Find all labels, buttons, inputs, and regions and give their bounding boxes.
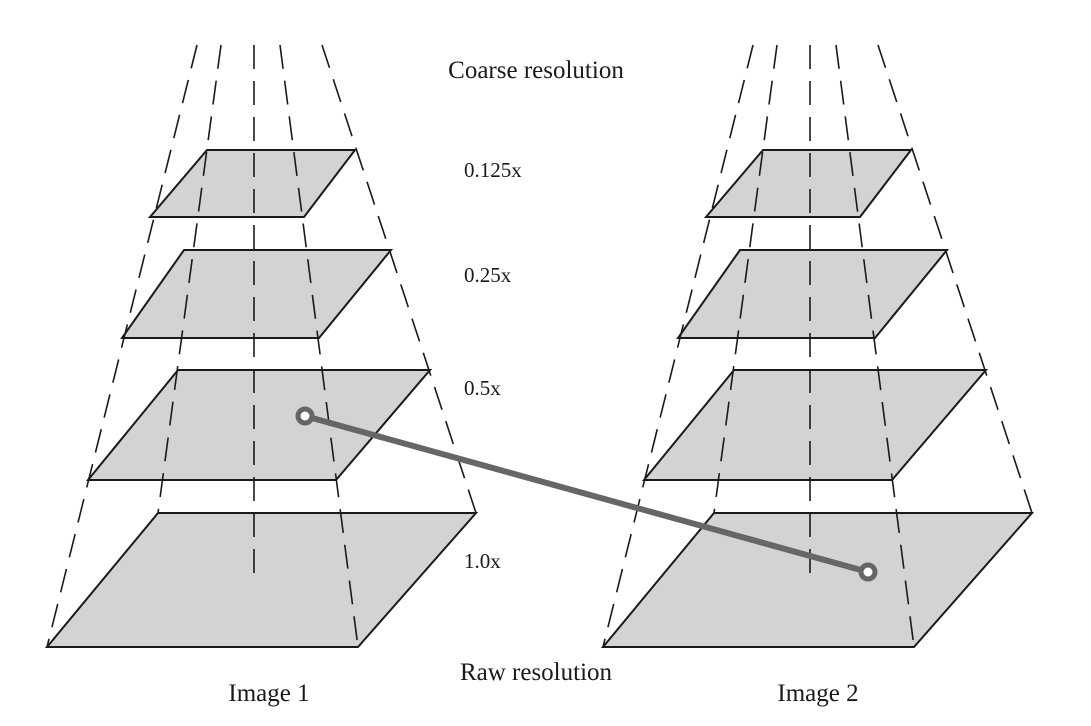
match-line [302, 413, 871, 575]
level-plane-0-125x [703, 149, 914, 218]
level-plane-0-5x [641, 369, 989, 481]
coarse-resolution-label: Coarse resolution [448, 57, 624, 84]
level-plane-0-5x [85, 369, 433, 481]
image-1-label: Image 1 [228, 680, 309, 707]
level-label-1-0x: 1.0x [464, 549, 501, 573]
pyramid-image-2 [600, 44, 1035, 648]
level-plane-0-25x [676, 249, 950, 339]
level-label-0-5x: 0.5x [464, 376, 501, 400]
image-2-label: Image 2 [777, 680, 858, 707]
level-plane-0-25x [120, 249, 394, 339]
level-plane-1-0x [44, 512, 479, 648]
level-plane-0-125x [147, 149, 358, 218]
match-point-image-2 [858, 562, 878, 582]
match-point-image-1 [295, 406, 315, 426]
pyramid-image-1 [44, 44, 479, 648]
raw-resolution-label: Raw resolution [460, 659, 613, 686]
frustum-guides-image-1 [46, 44, 477, 648]
correspondence-match [295, 406, 878, 582]
level-label-0-25x: 0.25x [464, 263, 512, 287]
frustum-guides-image-2 [602, 44, 1033, 648]
level-plane-1-0x [600, 512, 1035, 648]
level-label-0-125x: 0.125x [464, 158, 522, 182]
